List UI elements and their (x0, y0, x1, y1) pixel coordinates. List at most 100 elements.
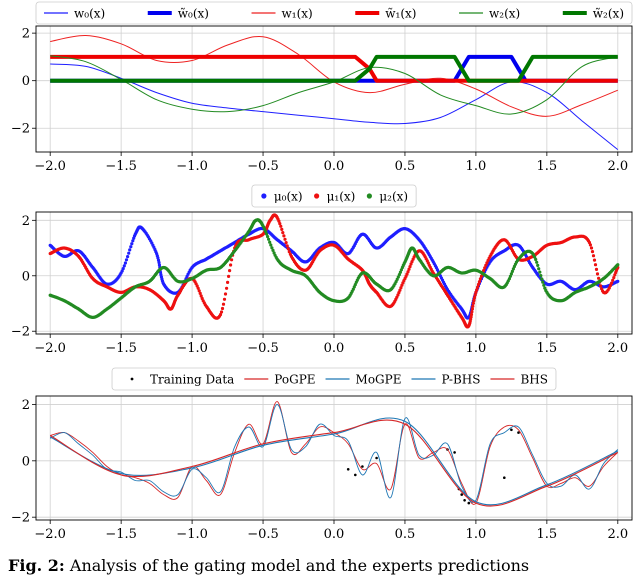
data-point (228, 269, 232, 273)
y-tick-label: 2 (22, 398, 30, 413)
data-point (463, 499, 466, 502)
data-point (472, 296, 477, 300)
x-tick-label: −2.0 (34, 159, 66, 174)
data-point (354, 473, 357, 477)
legend-label: w₁(x) (282, 6, 313, 20)
data-point (595, 272, 600, 276)
data-point (474, 290, 478, 294)
x-tick-label: 0.5 (395, 159, 416, 174)
data-point (479, 274, 484, 278)
data-point (269, 243, 273, 247)
data-point (127, 251, 131, 255)
data-point (511, 267, 515, 271)
data-point (540, 277, 544, 281)
data-point (121, 267, 125, 271)
data-point (199, 294, 203, 298)
x-tick-label: −1.0 (176, 527, 208, 542)
plot-area (49, 401, 619, 507)
data-point (534, 257, 538, 262)
data-point (599, 284, 603, 288)
data-point (483, 266, 487, 270)
data-point (510, 269, 514, 273)
legend-label: w̃₁(x) (385, 6, 416, 20)
data-point (406, 270, 410, 274)
data-point (346, 468, 350, 471)
x-tick-label: 1.0 (466, 527, 487, 542)
data-point (267, 237, 271, 241)
legend-entry: w₂(x) (459, 6, 520, 20)
data-point (270, 246, 274, 250)
data-point (361, 465, 364, 468)
data-point (230, 258, 234, 262)
data-point (221, 302, 226, 306)
data-point (476, 282, 481, 287)
x-tick-label: 0.0 (324, 527, 345, 542)
figure-caption: Fig. 2: Analysis of the gating model and… (8, 556, 632, 578)
legend-entry: BHS (490, 372, 548, 386)
x-tick-label: 1.5 (537, 527, 558, 542)
data-point (123, 261, 127, 265)
x-tick-label: −1.5 (105, 527, 137, 542)
data-point (507, 277, 511, 281)
data-point (197, 289, 201, 293)
data-point (229, 263, 233, 267)
data-point (283, 237, 287, 241)
x-tick-label: −2.0 (34, 341, 66, 356)
legend-label: μ₂(x) (379, 189, 408, 203)
data-point (157, 263, 161, 267)
legend-label: μ₀(x) (274, 189, 303, 203)
x-tick-label: −0.5 (247, 159, 279, 174)
data-point (589, 246, 594, 250)
x-tick-label: 0.5 (395, 341, 416, 356)
panel-predictions: −2.0 −1.5 −1.0 −0.5 0.0 0.5 1.0 1.5 2.0 −2 0 2 Train… (11, 367, 633, 542)
data-point (396, 293, 400, 297)
data-point (535, 260, 539, 264)
data-point (543, 286, 547, 290)
legend-entry: w₁(x) (251, 6, 313, 20)
x-tick-label: −0.5 (247, 527, 279, 542)
y-tick-label: 2 (22, 27, 30, 42)
plot-area (50, 34, 619, 150)
data-point (220, 306, 225, 311)
data-point (226, 280, 230, 284)
data-point (608, 284, 613, 288)
data-point (611, 278, 615, 282)
data-point (285, 244, 289, 248)
legend-label: Training Data (150, 372, 234, 386)
x-tick-label: 2.0 (607, 527, 628, 542)
data-point (409, 262, 413, 266)
data-point (588, 243, 593, 247)
x-tick-label: 0.5 (395, 527, 416, 542)
legend-label: μ₁(x) (327, 189, 356, 203)
data-point (120, 269, 124, 273)
data-point (287, 250, 291, 254)
legend-label: PoGPE (274, 372, 315, 386)
data-point (592, 258, 597, 262)
data-point (471, 304, 475, 308)
data-point (593, 263, 598, 267)
x-tick-label: 2.0 (607, 341, 628, 356)
x-tick-label: 1.0 (466, 159, 487, 174)
legend-label: w₂(x) (489, 6, 520, 20)
legend: Training Data PoGPE MoGPE P-BHS BHS (111, 367, 557, 391)
panel-experts: −2.0 −1.5 −1.0 −0.5 0.0 0.5 1.0 1.5 2.0 −2 0 2 μ₀(x)… (11, 184, 633, 356)
legend-entry: MoGPE (325, 372, 401, 386)
data-point (157, 260, 161, 265)
data-point (475, 288, 479, 292)
x-tick-label: −1.5 (105, 341, 137, 356)
data-point (482, 269, 486, 273)
legend-box (35, 1, 633, 25)
data-point (610, 281, 614, 285)
legend-entry: w̃₁(x) (355, 6, 416, 20)
data-point (131, 239, 135, 243)
legend-entry: μ₂(x) (366, 189, 408, 203)
data-point (124, 258, 129, 262)
data-point (218, 313, 223, 317)
x-tick-label: 1.5 (537, 341, 558, 356)
data-point (410, 260, 414, 264)
legend-entry: Training Data (130, 372, 234, 386)
caption-text: Analysis of the gating model and the exp… (69, 556, 530, 575)
data-point (128, 248, 132, 252)
data-point (508, 274, 512, 278)
